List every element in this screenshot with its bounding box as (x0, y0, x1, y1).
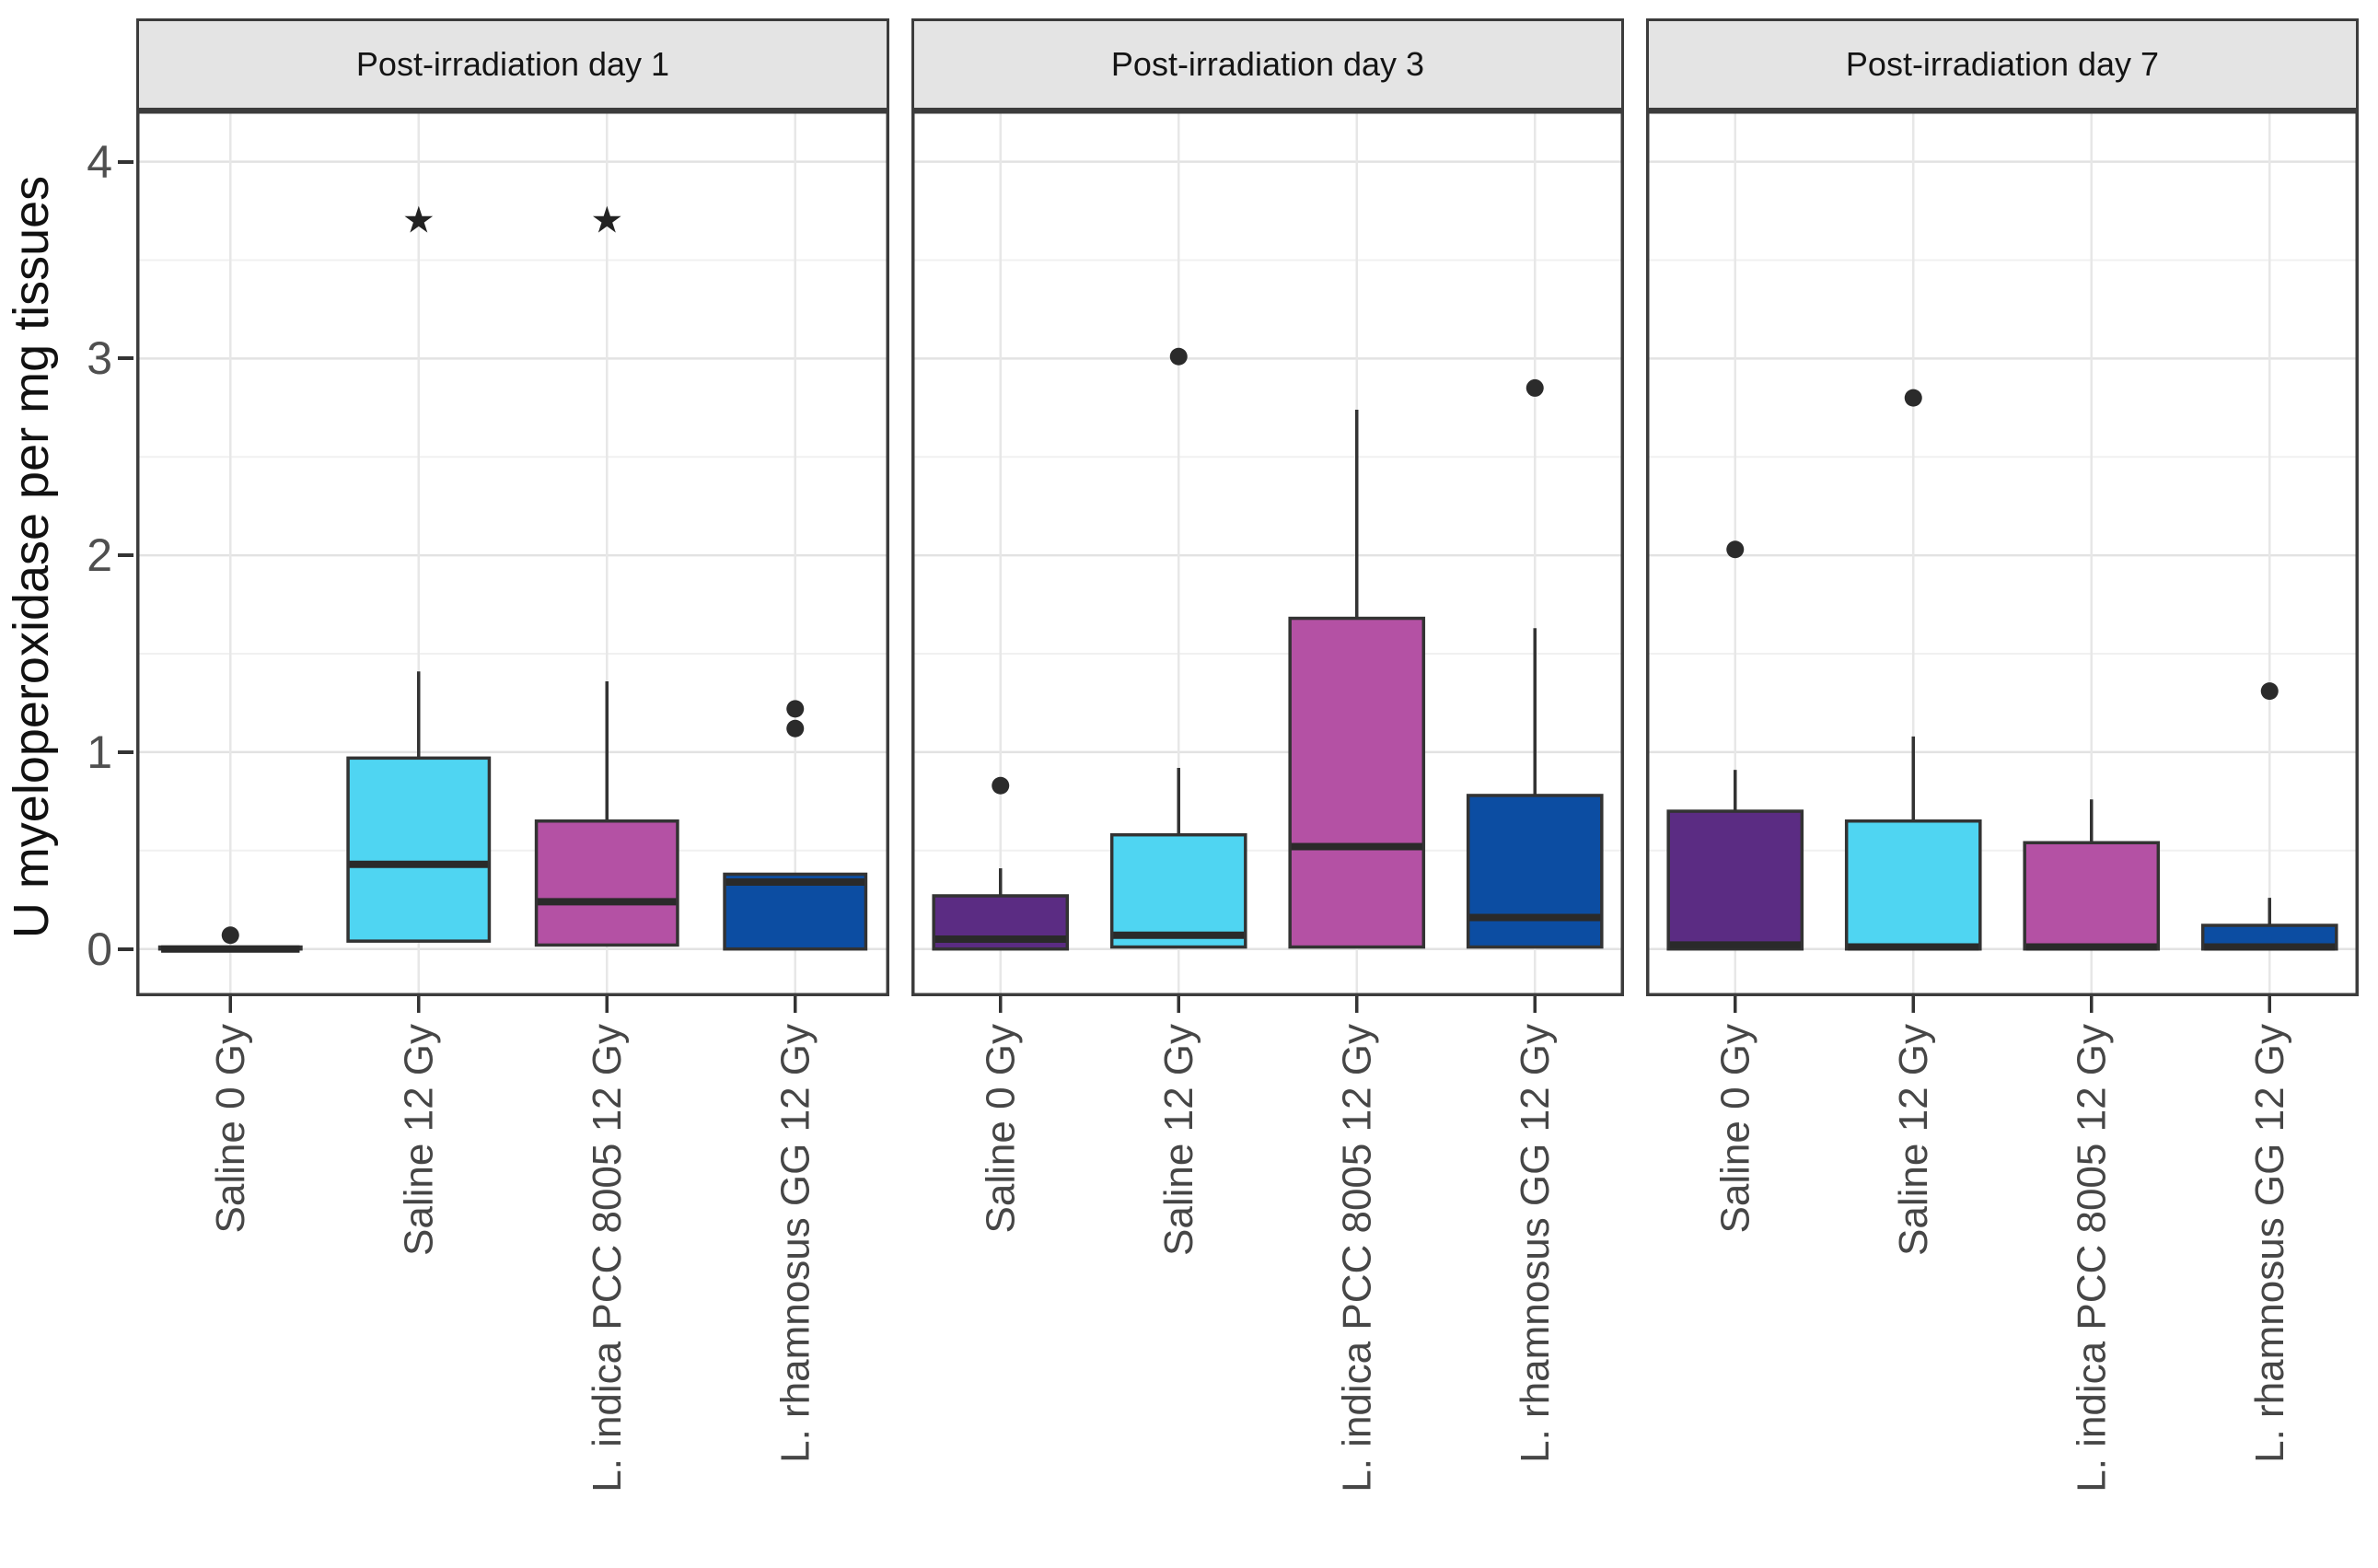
x-tick-label: L. rhamnosus GG 12 Gy (772, 1024, 818, 1463)
facet-strip-label: Post-irradiation day 7 (1845, 45, 2160, 83)
outlier-point (992, 776, 1010, 795)
facet-strip-label: Post-irradiation day 3 (1110, 45, 1425, 83)
y-tick-mark (118, 947, 133, 951)
boxplot-box (2023, 841, 2161, 951)
significance-star-icon: ★ (590, 201, 623, 241)
panel-plot: Saline 0 Gy Saline 12 Gy L. indica PCC 800… (136, 110, 889, 1493)
facet-strip: Post-irradiation day 1 (136, 18, 889, 110)
x-tick-label: Saline 12 Gy (1156, 1024, 1201, 1256)
boxplot-box (346, 756, 492, 943)
panel-border (1646, 110, 2359, 996)
x-tick-label: L. rhamnosus GG 12 Gy (2247, 1024, 2292, 1463)
panel-plot: Saline 0 Gy Saline 12 Gy L. indica PCC 800… (911, 110, 1624, 1493)
boxplot-box (1844, 819, 1982, 951)
outlier-point (2260, 682, 2279, 701)
x-tick-label: Saline 0 Gy (978, 1024, 1023, 1233)
boxplot-box (723, 872, 868, 951)
y-tick-mark (118, 749, 133, 754)
panel-border (136, 110, 889, 996)
x-tick-label: L. rhamnosus GG 12 Gy (1513, 1024, 1558, 1463)
boxplot-box (534, 819, 679, 947)
x-tick-label: Saline 12 Gy (1891, 1024, 1936, 1256)
outlier-point (1525, 378, 1544, 397)
outlier-point (221, 926, 239, 945)
panel-border (911, 110, 1624, 996)
boxplot-box (1109, 832, 1247, 949)
x-tick-label: Saline 0 Gy (1712, 1024, 1757, 1233)
x-tick-label: L. indica PCC 8005 12 Gy (585, 1024, 630, 1493)
y-tick-label: 0 (87, 923, 112, 975)
y-tick-label: 3 (87, 332, 112, 385)
y-tick-label: 2 (87, 529, 112, 582)
facet-strip: Post-irradiation day 7 (1646, 18, 2359, 110)
panel-plot: Saline 0 Gy Saline 12 Gy L. indica PCC 800… (1646, 110, 2359, 1493)
x-tick-label: L. indica PCC 8005 12 Gy (2069, 1024, 2114, 1493)
outlier-point (1904, 389, 1922, 407)
y-tick-label: 4 (87, 135, 112, 188)
boxplot-box (1466, 794, 1604, 949)
y-tick-mark (118, 356, 133, 361)
y-tick-label: 1 (87, 726, 112, 778)
y-tick-mark (118, 159, 133, 164)
outlier-point (786, 719, 805, 738)
facet-strip: Post-irradiation day 3 (911, 18, 1624, 110)
facet-strip-label: Post-irradiation day 1 (355, 45, 670, 83)
outlier-point (1169, 347, 1188, 366)
x-tick-label: Saline 12 Gy (396, 1024, 441, 1256)
significance-star-icon: ★ (402, 201, 435, 241)
outlier-point (1726, 540, 1745, 559)
y-tick-mark (118, 553, 133, 558)
x-tick-label: L. indica PCC 8005 12 Gy (1334, 1024, 1379, 1493)
boxplot-box (1288, 616, 1426, 949)
boxplot-box (1666, 809, 1804, 951)
x-tick-label: Saline 0 Gy (208, 1024, 253, 1233)
outlier-point (786, 700, 805, 718)
